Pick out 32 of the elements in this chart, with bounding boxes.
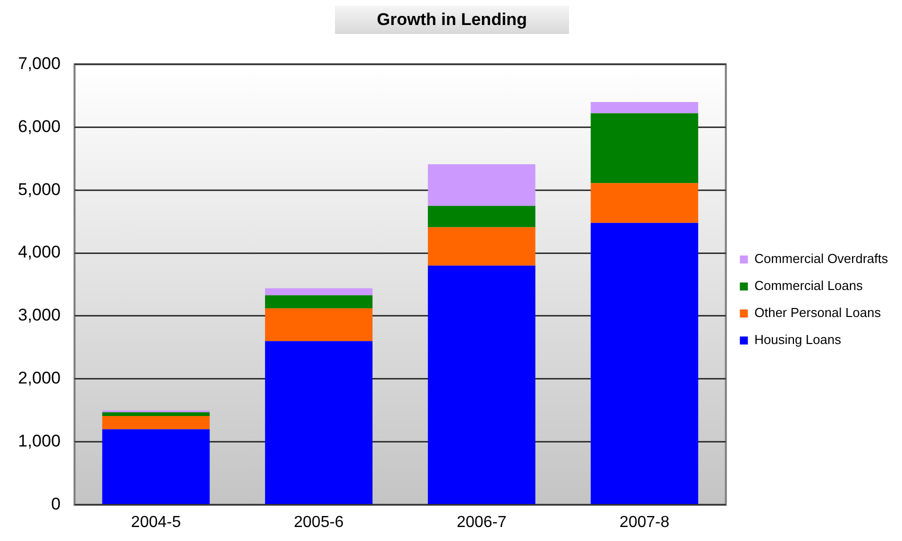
- chart-title: Growth in Lending: [335, 6, 569, 34]
- x-tick-label: 2005-6: [294, 514, 344, 531]
- bar: [265, 341, 373, 504]
- bar: [265, 288, 373, 296]
- legend-label: Commercial Overdrafts: [754, 251, 888, 266]
- y-tick-label: 5,000: [18, 180, 61, 199]
- bar: [265, 308, 373, 342]
- y-tick-label: 6,000: [18, 116, 61, 136]
- bar: [590, 222, 698, 504]
- bar: [428, 266, 536, 504]
- bar: [102, 429, 210, 504]
- bar: [102, 416, 210, 430]
- y-tick-label: 1,000: [18, 432, 61, 451]
- y-tick-label: 4,000: [18, 242, 61, 262]
- x-tick-label: 2004-5: [131, 514, 181, 531]
- bar: [428, 164, 536, 206]
- legend-label: Commercial Loans: [754, 278, 864, 294]
- y-tick-label: 0: [51, 494, 61, 514]
- legend-label: Housing Loans: [754, 332, 842, 348]
- y-tick-label: 2,000: [18, 368, 61, 388]
- bar: [590, 102, 698, 114]
- bar: [265, 295, 373, 308]
- bar: [428, 227, 536, 266]
- bar: [590, 183, 698, 223]
- bar: [590, 113, 698, 184]
- y-tick-label: 7,000: [18, 54, 61, 73]
- legend-label: Other Personal Loans: [754, 305, 882, 320]
- x-tick-label: 2006-7: [456, 514, 507, 531]
- bar: [102, 412, 210, 416]
- x-tick-label: 2007-8: [620, 514, 670, 531]
- bar: [428, 206, 536, 228]
- y-tick-label: 3,000: [18, 306, 61, 325]
